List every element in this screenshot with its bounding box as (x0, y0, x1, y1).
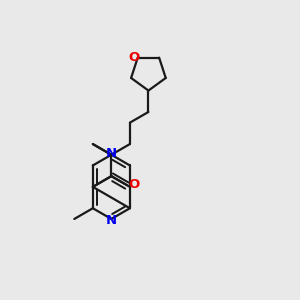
Text: O: O (128, 178, 139, 191)
Text: N: N (106, 214, 117, 226)
Text: N: N (106, 147, 117, 160)
Text: O: O (128, 50, 140, 64)
